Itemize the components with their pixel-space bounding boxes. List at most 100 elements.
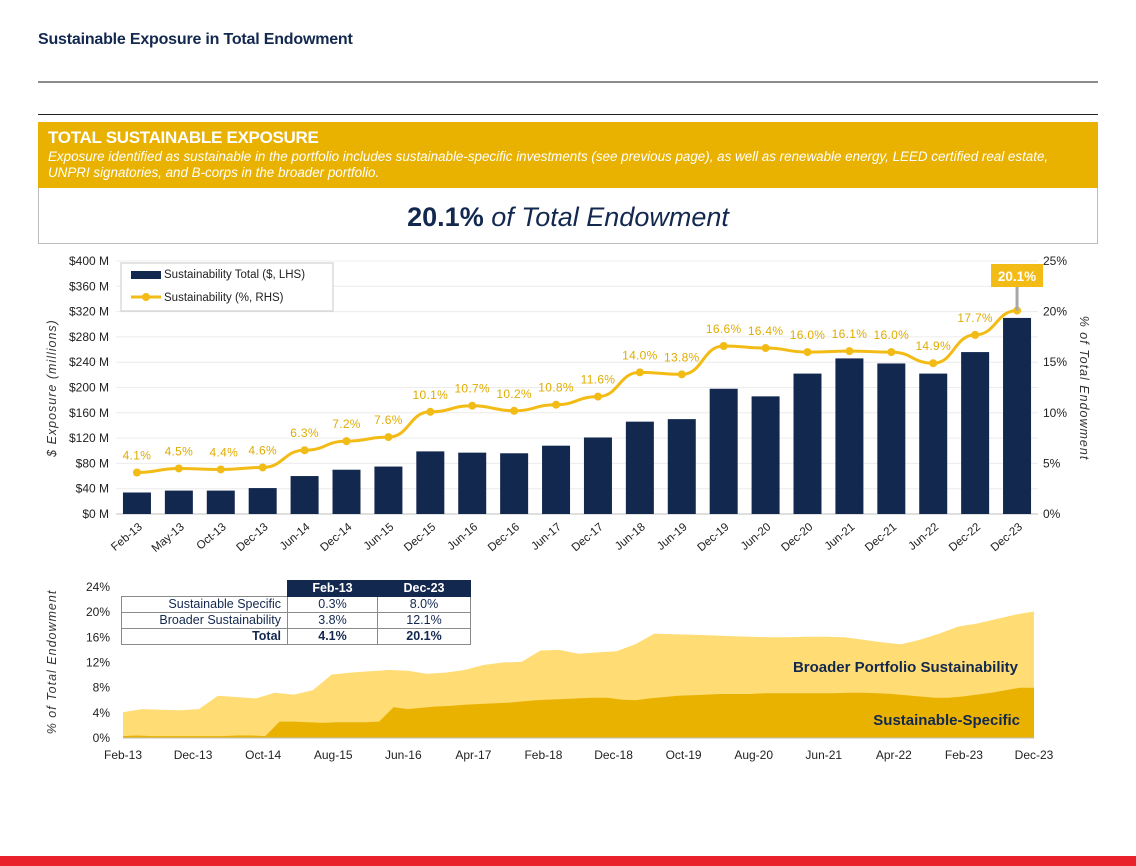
data-label: 7.6% [374,413,403,427]
x-tick-label: Apr-17 [455,748,491,762]
table-row: Broader Sustainability 3.8% 12.1% [121,612,471,629]
x-tick-label: Dec-22 [947,521,983,554]
y-axis-title: $ Exposure (millions) [45,319,59,458]
y2-tick-label: 10% [1043,406,1067,420]
y-tick-label: $40 M [76,482,109,496]
line-point [593,392,602,401]
x-tick-label: Aug-20 [734,748,773,762]
banner-description: Exposure identified as sustainable in th… [48,149,1049,180]
x-tick-label: Feb-13 [109,521,145,554]
page-title: Sustainable Exposure in Total Endowment [38,31,353,48]
summary-header-row: Feb-13 Dec-23 [122,580,471,597]
line-point [971,330,980,339]
x-tick-label: Oct-19 [666,748,702,762]
x-tick-label: Feb-13 [104,748,142,762]
bar [961,352,990,514]
x-tick-label: Oct-14 [245,748,281,762]
x-tick-label: Dec-15 [402,521,438,554]
x-tick-label: Feb-18 [524,748,562,762]
y-axis-title: % of Total Endowment [45,590,59,735]
y-tick-label: 20% [86,605,110,619]
x-tick-label: Jun-16 [385,748,422,762]
bar [164,490,193,514]
y2-tick-label: 25% [1043,254,1067,268]
line-point [845,347,854,356]
y-tick-label: 8% [93,681,111,695]
row-label: Broader Sustainability [121,612,288,629]
x-tick-label: Dec-21 [863,521,899,554]
y2-tick-label: 5% [1043,456,1061,470]
divider-top [38,81,1098,83]
line-point [174,464,183,473]
bar [793,373,822,514]
banner-heading: TOTAL SUSTAINABLE EXPOSURE [48,128,319,147]
bar [542,445,571,514]
y-tick-label: $200 M [69,381,109,395]
data-label: 10.7% [454,382,490,396]
bar [248,488,277,514]
data-label: 16.0% [790,328,826,342]
line-point [510,406,519,415]
line-point [468,401,477,410]
line-point [132,468,141,477]
y-tick-label: $320 M [69,305,109,319]
line-point [258,463,267,472]
line-point [929,359,938,368]
y-tick-label: $360 M [69,279,109,293]
row-label: Sustainable Specific [121,596,288,613]
bar [206,490,235,514]
headline-text: of Total Endowment [483,202,729,232]
bar [416,451,445,514]
data-label: 4.1% [123,449,152,463]
line-point [761,344,770,353]
y-tick-label: $400 M [69,254,109,268]
line-point [803,348,812,357]
x-tick-label: Aug-15 [314,748,353,762]
x-tick-label: Dec-19 [695,521,731,554]
x-tick-label: Dec-20 [779,521,815,554]
y-tick-label: $160 M [69,406,109,420]
x-tick-label: Apr-22 [876,748,912,762]
table-row-total: Total 4.1% 20.1% [121,628,471,645]
data-label: 16.0% [874,328,910,342]
y2-tick-label: 20% [1043,305,1067,319]
summary-header-start: Feb-13 [287,580,378,597]
bar [122,492,151,514]
bar [751,396,780,514]
area-sustainable-specific [123,687,1034,738]
x-tick-label: Dec-13 [234,521,270,554]
x-tick-label: Feb-23 [945,748,983,762]
row-value-end: 8.0% [377,596,471,613]
bar [583,437,612,514]
data-label: 6.3% [290,426,319,440]
line-point [552,400,561,409]
bar [709,388,738,514]
data-label: 4.5% [165,444,194,458]
x-tick-label: May-13 [150,521,187,555]
x-tick-label: Jun-18 [613,521,648,553]
row-value-end: 20.1% [377,628,471,645]
bar [625,421,654,514]
x-tick-label: Jun-14 [278,521,313,553]
x-tick-label: Dec-13 [174,748,213,762]
row-value-start: 0.3% [287,596,378,613]
line-point [887,348,896,357]
x-tick-label: Dec-14 [318,521,355,554]
data-label: 7.2% [332,417,361,431]
y-tick-label: 24% [86,580,110,594]
x-tick-label: Dec-16 [486,521,522,554]
data-label: 10.1% [413,388,449,402]
summary-header-end: Dec-23 [377,580,471,597]
line-point [300,446,309,455]
y-tick-label: $120 M [69,431,109,445]
x-tick-label: Jun-21 [823,521,858,553]
y-tick-label: $80 M [76,456,109,470]
line-point [635,368,644,377]
bar [919,373,948,514]
headline: 20.1% of Total Endowment [407,202,729,232]
line-point [342,437,351,446]
row-value-end: 12.1% [377,612,471,629]
data-label: 14.9% [915,339,951,353]
callout-label: 20.1% [998,269,1036,284]
footer-accent-band [0,856,1136,866]
